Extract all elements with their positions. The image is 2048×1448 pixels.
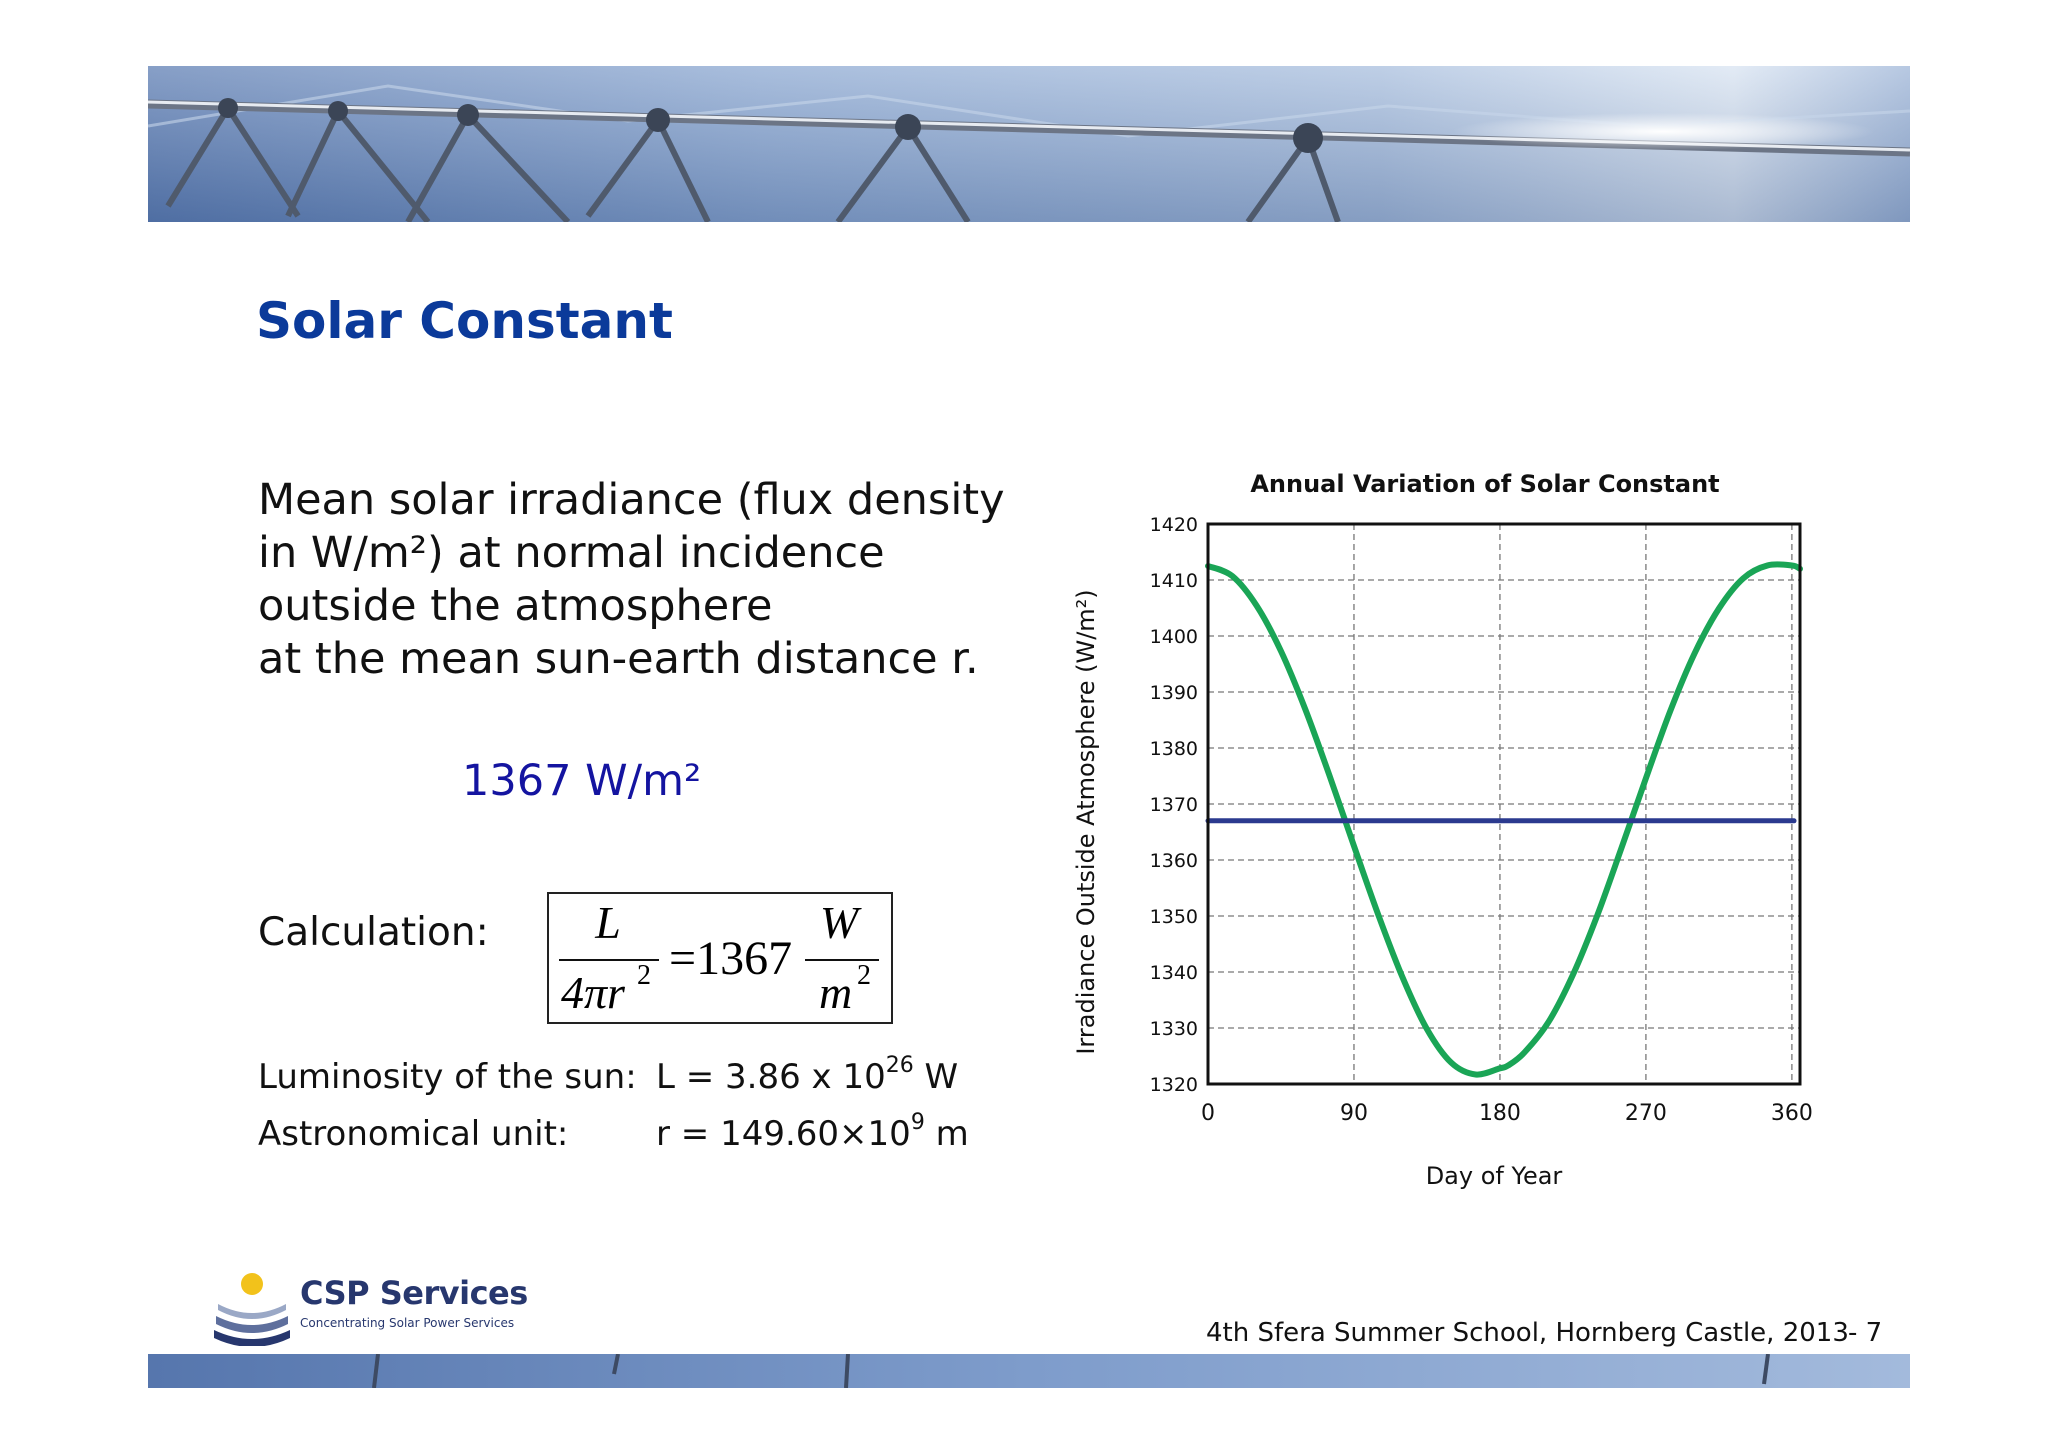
astronomical-unit-row: Astronomical unit: r = 149.60×109 m [258,1110,969,1154]
chart-title: Annual Variation of Solar Constant [1250,470,1719,498]
definition-text: Mean solar irradiance (flux density in W… [258,474,1078,686]
definition-line: outside the atmosphere [258,581,773,631]
y-tick-label: 1420 [1150,514,1198,536]
x-tick-label: 90 [1340,1101,1368,1126]
solar-constant-value: 1367 W/m² [462,756,702,806]
y-tick-label: 1320 [1150,1074,1198,1096]
formula-box: L 4πr 2 =1367 W m 2 [547,892,893,1024]
footer-banner-photo [148,1354,1910,1388]
formula-denominator-right: m [819,967,852,1018]
definition-line: Mean solar irradiance (flux density [258,475,1005,525]
definition-line: in W/m²) at normal incidence [258,528,885,578]
plot-frame [1206,522,1802,1086]
x-tick-label: 360 [1771,1101,1813,1126]
y-tick-label: 1330 [1150,1018,1198,1040]
y-tick-label: 1390 [1150,682,1198,704]
x-tick-label: 180 [1479,1101,1521,1126]
definition-line: at the mean sun-earth distance r. [258,634,979,684]
chart-svg: Annual Variation of Solar Constant 1320 1… [1072,470,1813,1190]
header-banner-photo [148,66,1910,222]
y-tick-label: 1370 [1150,794,1198,816]
x-tick-label: 270 [1625,1101,1667,1126]
y-tick-label: 1350 [1150,906,1198,928]
csp-services-logo: CSP Services Concentrating Solar Power S… [212,1270,532,1347]
logo-tagline: Concentrating Solar Power Services [300,1316,515,1330]
solar-constant-chart: Annual Variation of Solar Constant 1320 1… [1060,460,1840,1200]
x-tick-label: 0 [1201,1101,1215,1126]
page-number: - 7 [1848,1318,1883,1348]
luminosity-label: Luminosity of the sun: [258,1057,637,1097]
y-tick-label: 1360 [1150,850,1198,872]
footer-event: 4th Sfera Summer School, Hornberg Castle… [1206,1318,1849,1348]
y-tick-label: 1410 [1150,570,1198,592]
formula-denominator-left-exp: 2 [637,960,651,991]
formula-denominator-right-exp: 2 [857,960,871,991]
formula-numerator-right: W [820,897,862,948]
logo-mark-icon [214,1273,290,1347]
y-tick-label: 1340 [1150,962,1198,984]
logo-name: CSP Services [300,1274,528,1312]
slide-title: Solar Constant [256,292,673,350]
formula-numerator-left: L [594,897,621,948]
y-tick-label: 1400 [1150,626,1198,648]
annual-irradiance-series-line [1205,561,1803,1078]
astronomical-unit-label: Astronomical unit: [258,1114,569,1154]
formula-equals-value: =1367 [669,932,792,985]
y-tick-label: 1380 [1150,738,1198,760]
luminosity-value: L = 3.86 x 1026 W [656,1053,959,1097]
luminosity-row: Luminosity of the sun: L = 3.86 x 1026 W [258,1053,958,1097]
calculation-label: Calculation: [258,910,489,955]
formula-denominator-left: 4πr [561,967,626,1018]
chart-x-axis-label: Day of Year [1426,1162,1563,1190]
astronomical-unit-value: r = 149.60×109 m [656,1110,969,1154]
chart-y-axis-label: Irradiance Outside Atmosphere (W/m²) [1072,589,1100,1054]
